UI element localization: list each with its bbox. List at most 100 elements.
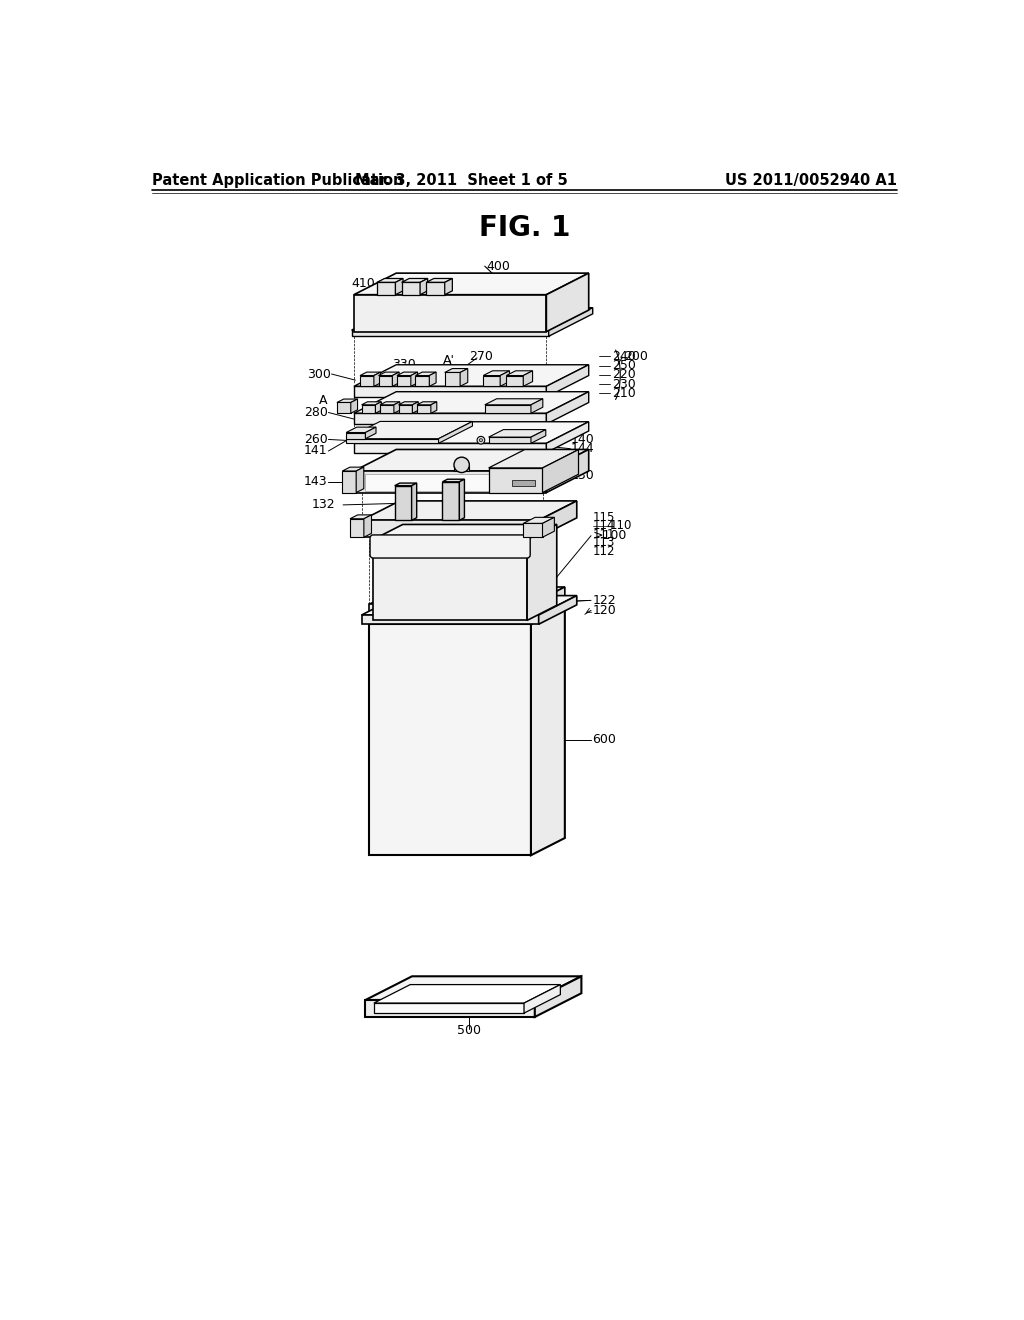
Polygon shape [397, 372, 418, 376]
Polygon shape [411, 372, 418, 387]
Text: 110: 110 [609, 519, 632, 532]
Polygon shape [484, 399, 543, 405]
Polygon shape [539, 500, 577, 537]
Text: 400: 400 [486, 260, 510, 273]
Polygon shape [398, 405, 413, 413]
Text: 300: 300 [307, 367, 331, 380]
Polygon shape [342, 467, 364, 471]
Polygon shape [442, 479, 465, 482]
FancyBboxPatch shape [370, 535, 530, 558]
Text: 200: 200 [625, 350, 648, 363]
Polygon shape [524, 985, 560, 1014]
Polygon shape [431, 401, 437, 413]
Polygon shape [535, 977, 582, 1016]
Polygon shape [354, 392, 589, 413]
Polygon shape [413, 401, 419, 413]
Polygon shape [442, 482, 460, 520]
Polygon shape [426, 279, 453, 282]
Polygon shape [379, 376, 392, 387]
Polygon shape [395, 279, 403, 294]
Polygon shape [547, 364, 589, 397]
Polygon shape [346, 428, 376, 433]
Polygon shape [531, 399, 543, 413]
Polygon shape [547, 449, 589, 492]
Polygon shape [380, 401, 399, 405]
Polygon shape [454, 466, 469, 471]
Text: 130: 130 [571, 469, 595, 482]
Polygon shape [444, 368, 468, 372]
Polygon shape [547, 422, 589, 453]
Polygon shape [394, 483, 417, 486]
Polygon shape [366, 1001, 535, 1016]
Polygon shape [354, 294, 547, 331]
Polygon shape [366, 428, 376, 438]
Polygon shape [523, 371, 532, 387]
Polygon shape [354, 413, 547, 424]
Polygon shape [523, 517, 554, 524]
Polygon shape [394, 486, 412, 520]
Text: 120: 120 [593, 603, 616, 616]
Polygon shape [531, 429, 546, 444]
Polygon shape [416, 372, 436, 376]
Polygon shape [354, 422, 589, 444]
Polygon shape [354, 364, 589, 387]
Polygon shape [488, 437, 531, 444]
Polygon shape [376, 401, 381, 413]
Polygon shape [351, 399, 357, 413]
Text: 122: 122 [593, 594, 616, 607]
Polygon shape [444, 279, 453, 294]
Polygon shape [364, 515, 372, 537]
Polygon shape [366, 474, 523, 491]
Polygon shape [373, 540, 527, 620]
Polygon shape [361, 500, 577, 520]
Polygon shape [360, 376, 374, 387]
Polygon shape [420, 279, 428, 294]
Text: FIG. 1: FIG. 1 [479, 214, 570, 242]
Polygon shape [500, 371, 510, 387]
Polygon shape [354, 273, 589, 294]
Polygon shape [460, 479, 465, 520]
Circle shape [479, 438, 482, 442]
Polygon shape [379, 372, 399, 376]
Text: 500: 500 [458, 1024, 481, 1038]
Polygon shape [354, 471, 547, 492]
Polygon shape [337, 403, 351, 413]
Polygon shape [398, 401, 419, 405]
Text: 134: 134 [553, 462, 577, 474]
Polygon shape [539, 595, 577, 624]
Polygon shape [370, 624, 531, 855]
Polygon shape [354, 387, 547, 397]
Polygon shape [374, 372, 381, 387]
Polygon shape [483, 376, 500, 387]
Text: 141: 141 [304, 445, 328, 458]
Polygon shape [351, 330, 549, 337]
Polygon shape [523, 524, 543, 537]
Polygon shape [370, 587, 565, 605]
Circle shape [477, 437, 484, 444]
Circle shape [454, 457, 469, 473]
Text: 114: 114 [593, 519, 615, 532]
Text: 250: 250 [611, 359, 636, 372]
Polygon shape [412, 483, 417, 520]
Polygon shape [488, 450, 579, 469]
Text: Patent Application Publication: Patent Application Publication [153, 173, 403, 189]
Polygon shape [361, 401, 381, 405]
Polygon shape [429, 372, 436, 387]
Polygon shape [346, 433, 366, 438]
Polygon shape [361, 615, 539, 624]
Polygon shape [444, 372, 460, 387]
Polygon shape [506, 371, 532, 376]
Polygon shape [531, 607, 565, 855]
Text: 220: 220 [611, 368, 636, 381]
Polygon shape [543, 450, 579, 492]
Polygon shape [346, 438, 438, 444]
Polygon shape [488, 429, 546, 437]
Polygon shape [377, 279, 403, 282]
Polygon shape [547, 392, 589, 424]
Polygon shape [416, 376, 429, 387]
Polygon shape [549, 308, 593, 337]
Text: 145: 145 [512, 425, 536, 438]
Polygon shape [361, 595, 577, 615]
Polygon shape [377, 282, 395, 294]
Polygon shape [350, 515, 372, 519]
